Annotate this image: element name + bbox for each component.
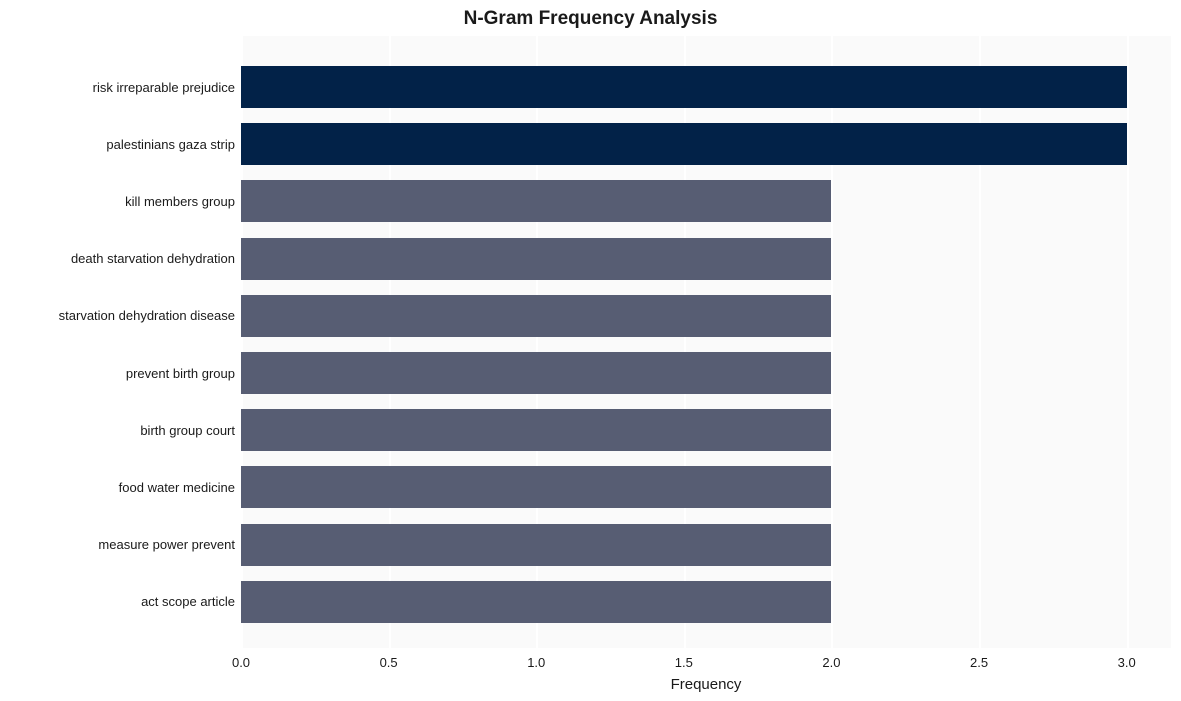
y-tick-label: kill members group [125, 194, 235, 209]
bar [241, 352, 831, 394]
y-tick-label: risk irreparable prejudice [93, 80, 235, 95]
x-tick-label: 0.0 [232, 655, 250, 670]
bar [241, 238, 831, 280]
y-tick-label: starvation dehydration disease [59, 308, 235, 323]
x-tick-label: 0.5 [380, 655, 398, 670]
x-tick-label: 1.0 [527, 655, 545, 670]
y-tick-label: birth group court [140, 423, 235, 438]
y-tick-label: measure power prevent [98, 537, 235, 552]
plot-area [241, 36, 1171, 648]
bar [241, 524, 831, 566]
x-axis-label: Frequency [241, 676, 1171, 693]
grid-line [1127, 36, 1129, 648]
bar [241, 466, 831, 508]
x-tick-label: 2.0 [822, 655, 840, 670]
y-tick-label: act scope article [141, 594, 235, 609]
bar [241, 409, 831, 451]
ngram-frequency-chart: N-Gram Frequency Analysis Frequency 0.0 0… [0, 0, 1181, 701]
bar [241, 295, 831, 337]
bar [241, 581, 831, 623]
y-tick-label: palestinians gaza strip [106, 137, 235, 152]
bar [241, 180, 831, 222]
bar [241, 66, 1127, 108]
x-tick-label: 2.5 [970, 655, 988, 670]
chart-title: N-Gram Frequency Analysis [0, 8, 1181, 30]
y-tick-label: prevent birth group [126, 366, 235, 381]
y-tick-label: food water medicine [119, 480, 235, 495]
x-tick-label: 1.5 [675, 655, 693, 670]
bar [241, 123, 1127, 165]
x-tick-label: 3.0 [1118, 655, 1136, 670]
y-tick-label: death starvation dehydration [71, 251, 235, 266]
